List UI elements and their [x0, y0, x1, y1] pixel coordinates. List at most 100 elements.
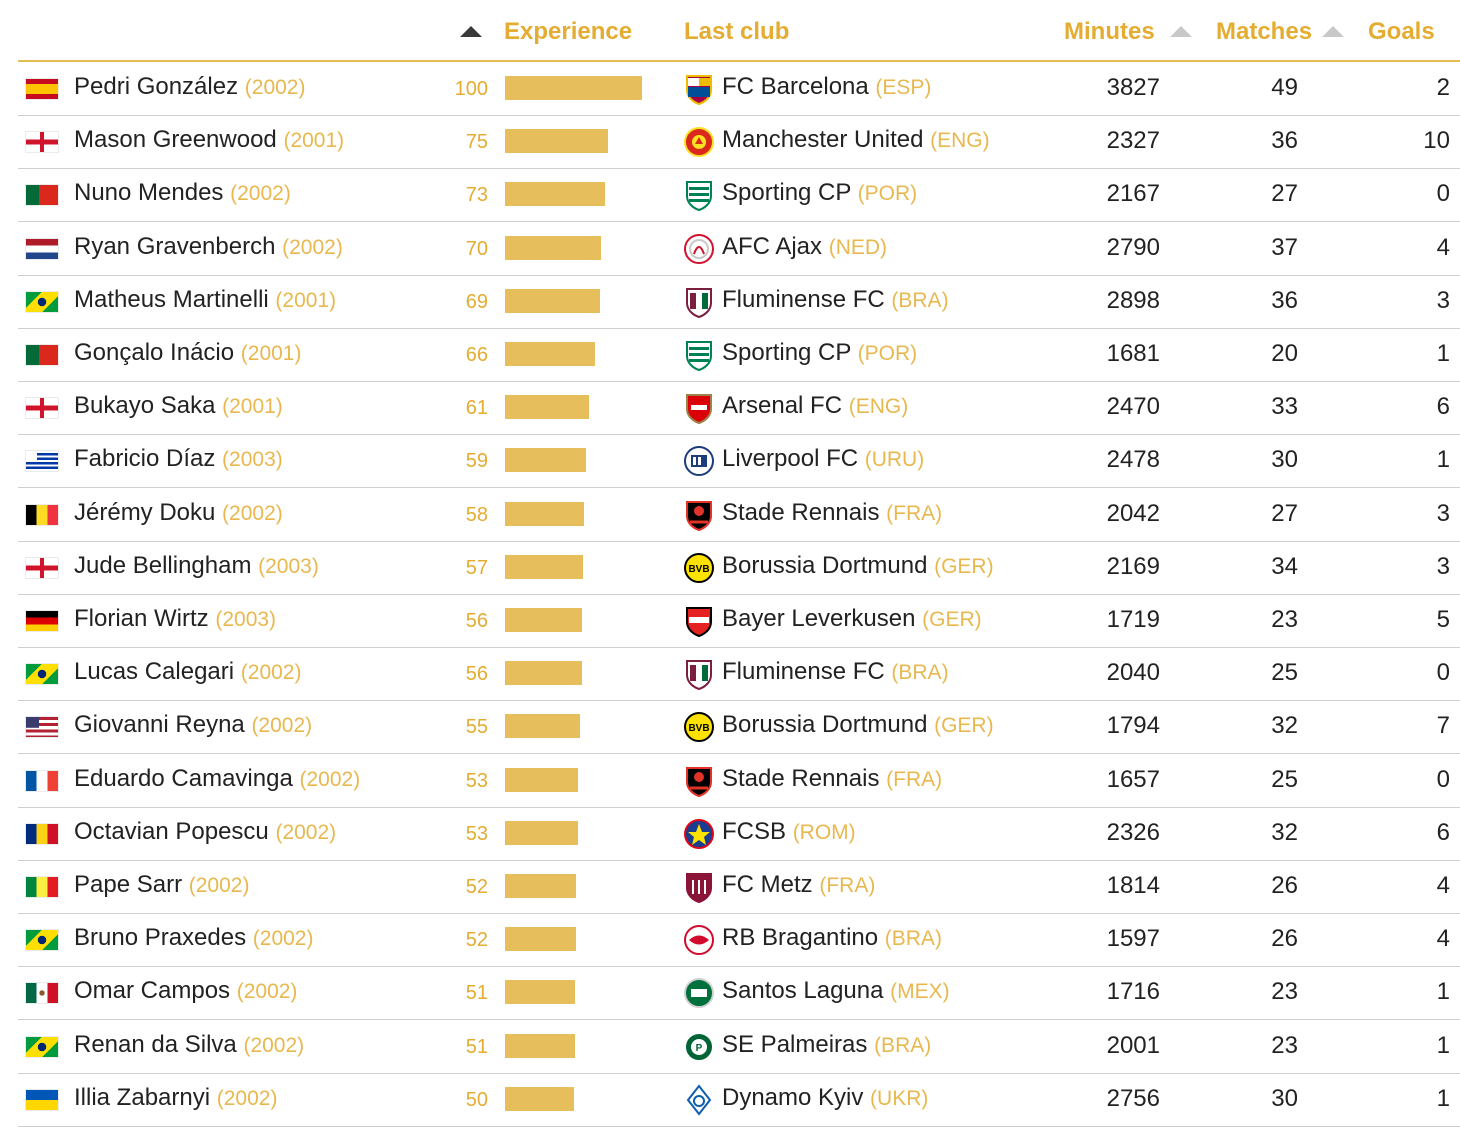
club-name[interactable]: RB Bragantino (BRA) — [722, 924, 942, 952]
club-country: (NED) — [828, 235, 888, 259]
column-header-last-club[interactable]: Last club — [684, 18, 790, 45]
club-name[interactable]: Stade Rennais (FRA) — [722, 764, 943, 792]
club-name[interactable]: Borussia Dortmund (GER) — [722, 711, 994, 739]
player-name[interactable]: Eduardo Camavinga (2002) — [74, 764, 361, 792]
column-header-matches[interactable]: Matches — [1216, 18, 1313, 45]
player-name[interactable]: Jérémy Doku (2002) — [74, 498, 283, 526]
birth-year: (2002) — [251, 714, 313, 738]
player-name[interactable]: Pedri González (2002) — [74, 73, 306, 100]
column-header-minutes[interactable]: Minutes — [1064, 18, 1155, 45]
goals-value: 3 — [1436, 286, 1450, 314]
player-name[interactable]: Illia Zabarnyi (2002) — [74, 1083, 278, 1111]
matches-value: 30 — [1271, 1084, 1298, 1112]
flag-mex-icon — [26, 983, 58, 1004]
player-name[interactable]: Renan da Silva (2002) — [74, 1030, 305, 1058]
table-row[interactable]: Florian Wirtz (2003) 56 Bayer Leverkusen… — [18, 594, 1460, 648]
player-name[interactable]: Ryan Gravenberch (2002) — [74, 232, 343, 260]
experience-value: 53 — [465, 822, 488, 845]
player-name[interactable]: Lucas Calegari (2002) — [74, 658, 302, 686]
player-name[interactable]: Omar Campos (2002) — [74, 977, 298, 1005]
sporting-crest-icon — [682, 178, 716, 212]
birth-year: (2002) — [230, 182, 291, 206]
flag-uru-icon — [26, 451, 58, 472]
table-row[interactable]: Bruno Praxedes (2002) 52 RB Bragantino (… — [18, 913, 1460, 968]
experience-value: 56 — [465, 610, 488, 632]
matches-value: 25 — [1271, 659, 1298, 687]
player-name[interactable]: Bukayo Saka (2001) — [74, 392, 283, 420]
bragantino-crest-icon — [682, 923, 716, 957]
table-row[interactable]: Pape Sarr (2002) 52 FC Metz (FRA) 1814 2… — [18, 860, 1460, 914]
table-row[interactable]: Lucas Calegari (2002) 56 Fluminense FC (… — [18, 647, 1460, 702]
table-row[interactable]: Pedri González (2002) 100 FC Barcelona (… — [18, 62, 1460, 116]
club-name[interactable]: Santos Laguna (MEX) — [722, 977, 950, 1005]
table-row[interactable]: Bukayo Saka (2001) 61 Arsenal FC (ENG) 2… — [18, 381, 1460, 436]
player-name[interactable]: Bruno Praxedes (2002) — [74, 924, 314, 952]
club-name[interactable]: Stade Rennais (FRA) — [722, 498, 943, 526]
birth-year: (2002) — [275, 820, 337, 844]
club-name[interactable]: Manchester United (ENG) — [722, 126, 990, 154]
club-name[interactable]: Arsenal FC (ENG) — [722, 392, 909, 420]
experience-value: 56 — [465, 663, 488, 686]
player-name[interactable]: Fabricio Díaz (2003) — [74, 445, 283, 473]
player-name[interactable]: Nuno Mendes (2002) — [74, 179, 291, 207]
club-country: (GER) — [934, 554, 994, 578]
player-name[interactable]: Pape Sarr (2002) — [74, 871, 250, 898]
club-name[interactable]: Liverpool FC (URU) — [722, 445, 925, 473]
sort-minutes-icon[interactable] — [1170, 26, 1192, 37]
experience-value: 73 — [465, 184, 488, 207]
club-name[interactable]: Fluminense FC (BRA) — [722, 285, 949, 313]
club-name[interactable]: Sporting CP (POR) — [722, 339, 918, 366]
club-country: (ENG) — [930, 129, 990, 153]
birth-year: (2002) — [243, 1033, 305, 1057]
player-name[interactable]: Giovanni Reyna (2002) — [74, 711, 313, 739]
club-name[interactable]: FC Barcelona (ESP) — [722, 73, 932, 100]
table-row[interactable]: Ryan Gravenberch (2002) 70 AFC Ajax (NED… — [18, 222, 1460, 276]
club-name[interactable]: Fluminense FC (BRA) — [722, 658, 949, 686]
sort-matches-icon[interactable] — [1322, 26, 1344, 37]
table-row[interactable]: Illia Zabarnyi (2002) 50 Dynamo Kyiv (UK… — [18, 1073, 1460, 1127]
column-header-goals[interactable]: Goals — [1368, 18, 1435, 45]
club-name[interactable]: FC Metz (FRA) — [722, 871, 876, 898]
sort-ascending-icon[interactable] — [460, 26, 482, 37]
club-name[interactable]: FCSB (ROM) — [722, 817, 856, 845]
club-name[interactable]: SE Palmeiras (BRA) — [722, 1030, 932, 1058]
club-country: (BRA) — [891, 661, 949, 685]
club-name[interactable]: Dynamo Kyiv (UKR) — [722, 1083, 929, 1111]
table-row[interactable]: Nuno Mendes (2002) 73 Sporting CP (POR) … — [18, 168, 1460, 223]
table-row[interactable]: Jérémy Doku (2002) 58 Stade Rennais (FRA… — [18, 488, 1460, 542]
birth-year: (2002) — [236, 980, 298, 1004]
club-name[interactable]: Bayer Leverkusen (GER) — [722, 605, 982, 632]
club-name[interactable]: Sporting CP (POR) — [722, 179, 918, 207]
table-row[interactable]: Mason Greenwood (2001) 75 Manchester Uni… — [18, 115, 1460, 170]
flag-fra-icon — [26, 770, 58, 791]
player-name[interactable]: Gonçalo Inácio (2001) — [74, 339, 302, 366]
sporting-crest-icon — [682, 338, 716, 372]
player-name[interactable]: Florian Wirtz (2003) — [74, 605, 277, 632]
club-country: (ESP) — [875, 76, 932, 99]
column-header-experience[interactable]: Experience — [504, 18, 633, 45]
table-row[interactable]: Eduardo Camavinga (2002) 53 Stade Rennai… — [18, 754, 1460, 808]
player-name[interactable]: Jude Bellingham (2003) — [74, 551, 319, 579]
minutes-value: 2169 — [1106, 552, 1160, 580]
club-name[interactable]: Borussia Dortmund (GER) — [722, 551, 994, 579]
minutes-value: 2898 — [1106, 286, 1160, 314]
table-row[interactable]: Giovanni Reyna (2002) 55 BVB Borussia Do… — [18, 700, 1460, 755]
flag-ukr-icon — [26, 1089, 58, 1110]
table-row[interactable]: Jude Bellingham (2003) 57 BVB Borussia D… — [18, 541, 1460, 595]
club-country: (FRA) — [819, 874, 876, 897]
player-name[interactable]: Matheus Martinelli (2001) — [74, 285, 337, 313]
goals-value: 1 — [1436, 340, 1450, 367]
table-row[interactable]: Renan da Silva (2002) 51 P SE Palmeiras … — [18, 1020, 1460, 1074]
table-row[interactable]: Fabricio Díaz (2003) 59 Liverpool FC (UR… — [18, 434, 1460, 489]
dortmund-crest-icon: BVB — [682, 710, 716, 744]
table-row[interactable]: Octavian Popescu (2002) 53 FCSB (ROM) 23… — [18, 807, 1460, 861]
player-name[interactable]: Octavian Popescu (2002) — [74, 817, 337, 845]
table-row[interactable]: Omar Campos (2002) 51 Santos Laguna (MEX… — [18, 966, 1460, 1021]
player-name[interactable]: Mason Greenwood (2001) — [74, 126, 345, 154]
table-row[interactable]: Gonçalo Inácio (2001) 66 Sporting CP (PO… — [18, 328, 1460, 382]
matches-value: 33 — [1271, 393, 1298, 421]
fluminense-crest-icon — [682, 657, 716, 691]
club-name[interactable]: AFC Ajax (NED) — [722, 232, 888, 260]
table-row[interactable]: Matheus Martinelli (2001) 69 Fluminense … — [18, 275, 1460, 329]
